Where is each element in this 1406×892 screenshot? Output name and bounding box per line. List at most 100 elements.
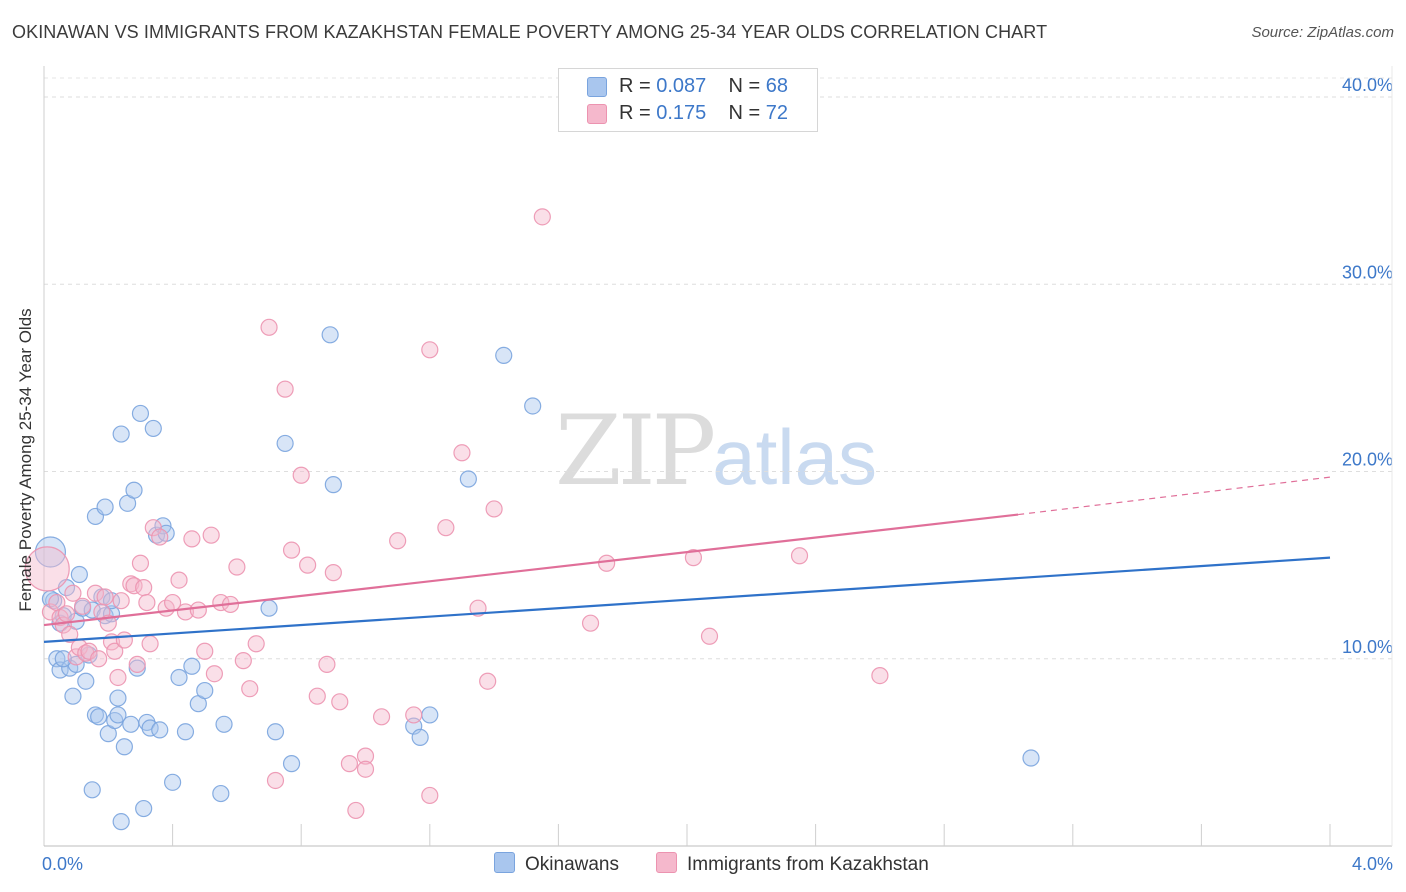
x-tick-label-min: 0.0% — [42, 854, 83, 874]
data-point-kazakhstan — [135, 578, 153, 597]
y-tick-label: 10.0% — [1342, 637, 1393, 657]
data-point-okinawan — [90, 708, 108, 726]
data-point-kazakhstan — [24, 546, 70, 592]
data-point-okinawan — [421, 706, 439, 724]
data-point-okinawan — [282, 755, 301, 773]
data-point-kazakhstan — [234, 652, 252, 670]
bottom-legend-swatch-okinawans — [494, 852, 515, 873]
y-tick-label: 30.0% — [1342, 262, 1393, 282]
data-point-okinawan — [324, 476, 342, 494]
data-point-kazakhstan — [86, 584, 105, 602]
correlation-legend: R = 0.087 N = 68 R = 0.175 N = 72 — [558, 68, 818, 132]
data-point-kazakhstan — [598, 554, 616, 572]
data-point-okinawan — [144, 419, 162, 438]
data-point-okinawan — [77, 672, 95, 690]
data-point-okinawan — [112, 425, 130, 443]
legend-r-value-okinawans: 0.087 — [656, 75, 707, 97]
data-point-kazakhstan — [57, 605, 76, 623]
data-point-kazakhstan — [141, 635, 159, 653]
watermark-atlas: atlas — [712, 413, 877, 501]
source-label: Source: ZipAtlas.com — [1251, 24, 1394, 41]
data-point-kazakhstan — [241, 680, 259, 698]
data-point-kazakhstan — [324, 564, 342, 582]
data-point-okinawan — [524, 397, 542, 415]
data-point-okinawan — [131, 404, 150, 423]
data-point-kazakhstan — [54, 616, 72, 634]
data-point-okinawan — [83, 781, 101, 799]
y-tick-label: 40.0% — [1342, 75, 1393, 95]
data-point-kazakhstan — [260, 318, 278, 336]
data-point-kazakhstan — [453, 444, 471, 462]
legend-r-label-kazakhstan: R = — [619, 102, 651, 124]
data-point-kazakhstan — [318, 655, 336, 673]
data-point-kazakhstan — [266, 771, 285, 790]
legend-r-value-kazakhstan: 0.175 — [656, 102, 707, 124]
data-point-kazakhstan — [183, 530, 201, 548]
data-point-kazakhstan — [533, 208, 551, 226]
data-point-okinawan — [96, 498, 114, 516]
legend-n-value-kazakhstan: 72 — [765, 102, 789, 124]
data-point-kazakhstan — [340, 755, 359, 773]
data-point-kazakhstan — [138, 593, 156, 612]
data-point-okinawan — [128, 659, 146, 677]
legend-swatch-kazakhstan — [587, 104, 607, 124]
trend-line-kazakhstan — [43, 513, 1019, 627]
bottom-legend-okinawans: Okinawans — [494, 852, 619, 876]
legend-n-label-kazakhstan: N = — [728, 102, 761, 124]
data-point-kazakhstan — [331, 693, 349, 711]
data-point-kazakhstan — [372, 708, 391, 726]
data-point-okinawan — [70, 565, 88, 584]
data-point-kazakhstan — [196, 642, 214, 660]
legend-swatch-okinawans — [587, 77, 607, 97]
bottom-legend-label-okinawans: Okinawans — [525, 854, 619, 875]
data-point-kazakhstan — [405, 706, 423, 724]
data-point-okinawan — [164, 773, 182, 791]
data-point-kazakhstan — [170, 571, 188, 589]
data-point-okinawan — [1022, 749, 1040, 767]
data-point-okinawan — [64, 687, 82, 705]
data-point-kazakhstan — [96, 588, 114, 606]
data-point-okinawan — [54, 650, 72, 668]
data-point-okinawan — [495, 346, 513, 365]
data-point-kazakhstan — [356, 760, 375, 778]
data-point-okinawan — [106, 711, 124, 730]
data-point-kazakhstan — [700, 627, 719, 645]
data-point-kazakhstan — [228, 558, 246, 576]
data-point-kazakhstan — [282, 541, 301, 559]
data-point-okinawan — [260, 599, 278, 617]
data-point-kazakhstan — [421, 786, 439, 805]
data-point-kazakhstan — [437, 519, 455, 537]
data-point-kazakhstan — [90, 650, 108, 668]
data-point-okinawan — [109, 689, 127, 707]
trend-line-dashed-kazakhstan — [1018, 476, 1331, 516]
data-point-kazakhstan — [421, 341, 439, 359]
data-point-okinawan — [276, 434, 294, 453]
data-point-okinawan — [115, 738, 133, 756]
data-point-okinawan — [212, 784, 230, 803]
bottom-legend-swatch-kazakhstan — [656, 852, 677, 873]
data-point-kazakhstan — [131, 554, 150, 572]
bottom-legend-kazakhstan: Immigrants from Kazakhstan — [656, 852, 929, 876]
data-point-okinawan — [266, 723, 285, 741]
data-point-okinawan — [411, 728, 429, 746]
legend-n-label-okinawans: N = — [728, 75, 761, 97]
data-point-kazakhstan — [106, 642, 124, 660]
data-point-kazakhstan — [128, 655, 146, 673]
data-point-kazakhstan — [64, 584, 82, 602]
data-point-okinawan — [34, 536, 67, 568]
legend-n-value-okinawans: 68 — [765, 75, 789, 97]
data-point-kazakhstan — [151, 528, 169, 546]
data-point-okinawan — [196, 681, 214, 700]
data-point-kazakhstan — [115, 631, 133, 649]
data-point-okinawan — [170, 668, 188, 687]
watermark: ZIPatlas — [555, 395, 877, 507]
data-point-kazakhstan — [276, 380, 294, 398]
data-point-okinawan — [151, 721, 169, 739]
data-point-okinawan — [183, 657, 201, 675]
data-point-kazakhstan — [485, 500, 503, 518]
data-point-kazakhstan — [871, 667, 889, 685]
data-point-kazakhstan — [205, 665, 223, 683]
data-point-okinawan — [122, 715, 140, 733]
data-point-kazakhstan — [479, 672, 497, 690]
